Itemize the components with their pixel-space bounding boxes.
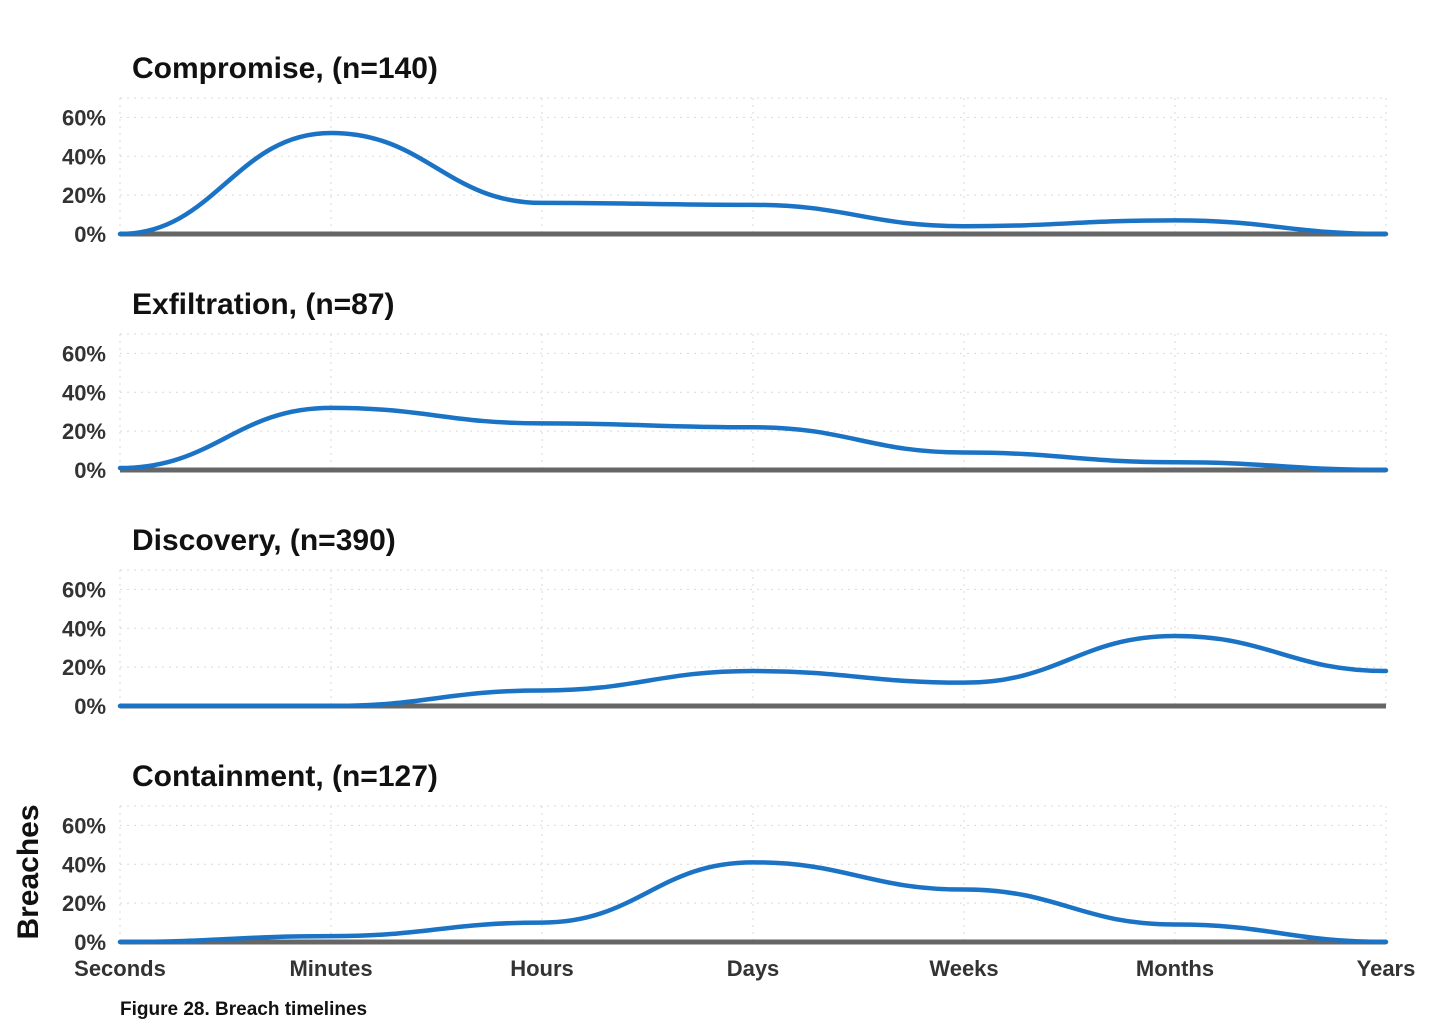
panel-title: Containment, (n=127): [132, 760, 438, 793]
series-line: [117, 633, 1389, 709]
series-line: [117, 405, 1389, 473]
y-tick-label: 20%: [62, 183, 106, 208]
y-tick-label: 60%: [62, 577, 106, 602]
panel-2: Discovery, (n=390) 0% 20% 40% 60%: [62, 524, 1389, 719]
panel-title: Exfiltration, (n=87): [132, 288, 395, 321]
chart-panels: Compromise, (n=140)0%20%40%60%Exfiltrati…: [62, 52, 1389, 955]
panel-title: Compromise, (n=140): [132, 52, 438, 85]
x-tick-label: Minutes: [289, 956, 372, 981]
y-tick-label: 0%: [74, 694, 106, 719]
x-tick-label: Years: [1357, 956, 1416, 981]
y-tick-label: 60%: [62, 105, 106, 130]
panel-title: Discovery, (n=390): [132, 524, 396, 557]
y-tick-label: 60%: [62, 341, 106, 366]
y-tick-label: 20%: [62, 655, 106, 680]
x-tick-label: Hours: [510, 956, 574, 981]
y-tick-label: 0%: [74, 458, 106, 483]
y-tick-label: 40%: [62, 616, 106, 641]
panel-0: Compromise, (n=140) 0% 20% 40% 60%: [62, 52, 1389, 247]
x-tick-label: Months: [1136, 956, 1214, 981]
y-tick-label: 0%: [74, 930, 106, 955]
figure-caption: Figure 28. Breach timelines: [120, 999, 367, 1020]
x-tick-label: Days: [727, 956, 780, 981]
x-tick-label: Seconds: [74, 956, 166, 981]
y-tick-label: 40%: [62, 380, 106, 405]
y-tick-label: 40%: [62, 144, 106, 169]
y-tick-label: 40%: [62, 852, 106, 877]
panel-3: Containment, (n=127) 0% 20% 40% 60%: [62, 760, 1389, 955]
y-tick-label: 0%: [74, 222, 106, 247]
y-tick-label: 60%: [62, 813, 106, 838]
x-tick-label: Weeks: [929, 956, 998, 981]
panel-1: Exfiltration, (n=87) 0% 20% 40% 60%: [62, 288, 1389, 483]
y-tick-label: 20%: [62, 419, 106, 444]
y-axis-title: Breaches: [12, 804, 45, 939]
x-axis: Seconds Minutes Hours Days Weeks Months Years: [74, 956, 1415, 981]
y-tick-label: 20%: [62, 891, 106, 916]
series-line: [117, 130, 1389, 237]
series-line: [117, 860, 1389, 945]
